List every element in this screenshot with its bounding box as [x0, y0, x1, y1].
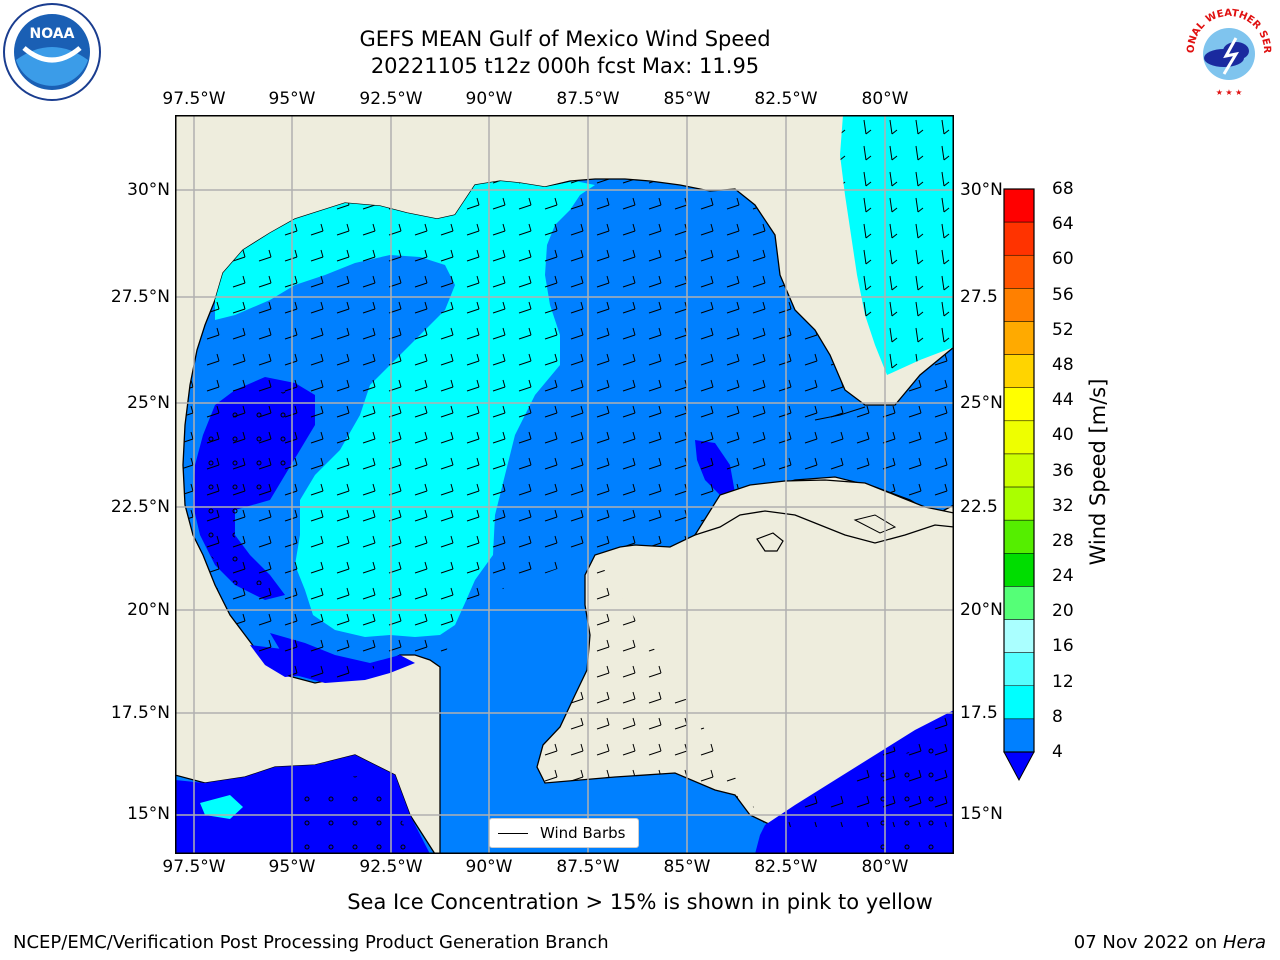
colorbar-segment — [1003, 652, 1035, 687]
map-frame — [175, 115, 954, 854]
svg-text:★ ★ ★: ★ ★ ★ — [1216, 88, 1243, 97]
colorbar-tick-label: 28 — [1052, 530, 1074, 551]
isla-juventud — [756, 532, 784, 552]
colorbar-segment — [1003, 188, 1035, 223]
colorbar-tick-label: 40 — [1052, 425, 1074, 446]
lon-label-top: 80°W — [861, 89, 909, 109]
wind-barb-legend-line — [498, 832, 528, 834]
footer-host: Hera — [1222, 932, 1266, 953]
map-legend: Wind Barbs — [489, 818, 639, 848]
lon-label-bottom: 90°W — [465, 857, 513, 877]
lon-label-top: 95°W — [268, 89, 316, 109]
colorbar-segment — [1003, 354, 1035, 388]
colorbar-tick-label: 60 — [1052, 249, 1074, 270]
colorbar-segment — [1003, 420, 1035, 455]
lon-label-bottom: 95°W — [268, 857, 316, 877]
lon-label-top: 90°W — [465, 89, 513, 109]
map-title: GEFS MEAN Gulf of Mexico Wind Speed — [359, 27, 771, 51]
colorbar-label: Wind Speed [m/s] — [1086, 378, 1110, 566]
footer-right: 07 Nov 2022 on Hera — [1074, 932, 1266, 953]
colorbar-segment — [1003, 387, 1035, 422]
lat-label-right: 20°N — [960, 600, 1003, 620]
colorbar-tick-label: 56 — [1052, 284, 1074, 305]
noaa-logo: NOAA — [3, 3, 101, 101]
colorbar-tick-label: 20 — [1052, 601, 1074, 622]
legend-label: Wind Barbs — [540, 824, 626, 842]
colorbar-tick-label: 36 — [1052, 460, 1074, 481]
colorbar — [1003, 188, 1035, 782]
florida-keys — [814, 406, 866, 421]
footer-left: NCEP/EMC/Verification Post Processing Pr… — [13, 932, 609, 953]
calm-markers-southeast — [875, 735, 954, 854]
lon-label-top: 82.5°W — [754, 89, 818, 109]
colorbar-tick-label: 32 — [1052, 495, 1074, 516]
colorbar-segment — [1003, 685, 1035, 720]
lon-label-bottom: 97.5°W — [162, 857, 226, 877]
colorbar-segment — [1003, 553, 1035, 587]
nws-logo: NATIONAL WEATHER SERVICE ★ ★ ★ — [1180, 2, 1275, 97]
lat-label-left: 30°N — [127, 180, 170, 200]
lon-label-bottom: 82.5°W — [754, 857, 818, 877]
lat-label-right: 17.5 — [960, 703, 998, 723]
lat-label-left: 20°N — [127, 600, 170, 620]
colorbar-tick-label: 8 — [1052, 706, 1063, 727]
sea-ice-caption: Sea Ice Concentration > 15% is shown in … — [347, 890, 933, 914]
cyan-zone-honduras — [200, 795, 243, 819]
colorbar-extend-arrow — [1003, 751, 1035, 782]
colorbar-segment — [1003, 254, 1035, 289]
colorbar-tick-label: 16 — [1052, 636, 1074, 657]
wind-barbs-atlantic — [840, 115, 954, 375]
lat-label-right: 25°N — [960, 393, 1003, 413]
lon-label-top: 97.5°W — [162, 89, 226, 109]
lon-label-bottom: 80°W — [861, 857, 909, 877]
colorbar-segment — [1003, 586, 1035, 620]
lat-label-left: 22.5°N — [110, 497, 170, 517]
wind-barbs-gulf — [183, 179, 954, 827]
colorbar-segment — [1003, 453, 1035, 488]
graticule — [175, 115, 954, 854]
map-subtitle: 20221105 t12z 000h fcst Max: 11.95 — [370, 54, 760, 78]
lat-label-right: 30°N — [960, 180, 1003, 200]
lat-label-left: 17.5°N — [110, 703, 170, 723]
colorbar-tick-label: 64 — [1052, 214, 1074, 235]
colorbar-segment — [1003, 519, 1035, 554]
lat-label-left: 15°N — [127, 804, 170, 824]
noaa-logo-text: NOAA — [30, 26, 75, 42]
lon-label-top: 92.5°W — [359, 89, 423, 109]
colorbar-segment — [1003, 619, 1035, 653]
colorbar-tick-label: 4 — [1052, 742, 1063, 762]
lon-label-bottom: 92.5°W — [359, 857, 423, 877]
colorbar-segment — [1003, 288, 1035, 322]
colorbar-segment — [1003, 486, 1035, 521]
wind-map — [175, 115, 954, 854]
lon-label-top: 87.5°W — [556, 89, 620, 109]
calm-markers-west — [200, 390, 300, 585]
lat-label-right: 15°N — [960, 804, 1003, 824]
colorbar-segment — [1003, 718, 1035, 753]
lon-label-bottom: 87.5°W — [556, 857, 620, 877]
lon-label-bottom: 85°W — [663, 857, 711, 877]
colorbar-segment — [1003, 321, 1035, 355]
lat-label-left: 25°N — [127, 393, 170, 413]
colorbar-tick-label: 24 — [1052, 566, 1074, 587]
lon-label-top: 85°W — [663, 89, 711, 109]
colorbar-tick-label: 44 — [1052, 390, 1074, 411]
lat-label-right: 22.5 — [960, 497, 998, 517]
lat-label-right: 27.5 — [960, 287, 998, 307]
colorbar-tick-label: 52 — [1052, 319, 1074, 340]
colorbar-tick-label: 68 — [1052, 179, 1074, 199]
colorbar-tick-label: 48 — [1052, 354, 1074, 375]
colorbar-tick-label: 12 — [1052, 671, 1074, 692]
lat-label-left: 27.5°N — [110, 287, 170, 307]
colorbar-segment — [1003, 221, 1035, 256]
footer-date: 07 Nov 2022 on — [1073, 932, 1223, 953]
